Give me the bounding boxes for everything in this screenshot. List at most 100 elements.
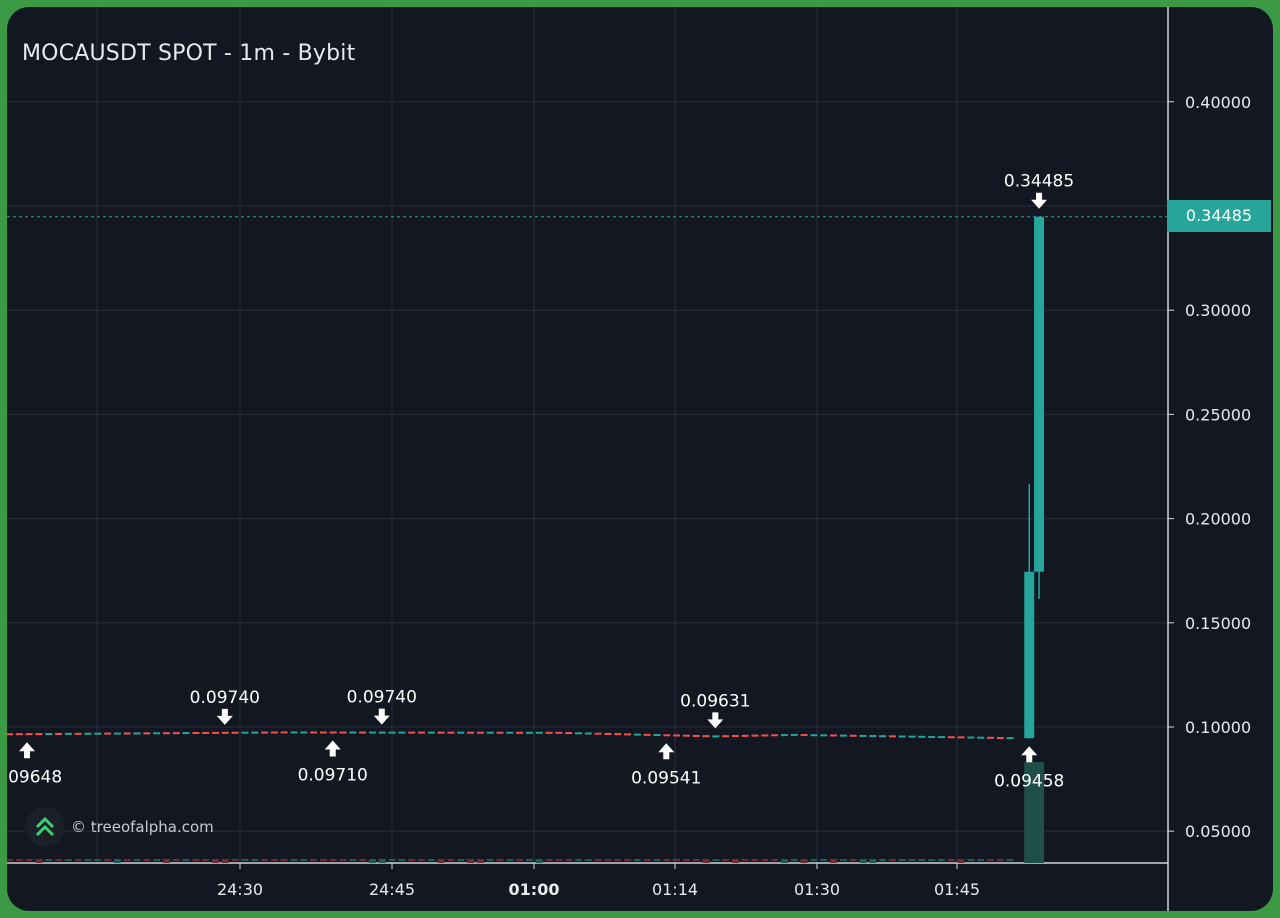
candle: [368, 731, 376, 734]
candle: [55, 732, 63, 735]
volume-bar: [486, 859, 494, 861]
candle: [780, 734, 788, 737]
candle: [555, 731, 563, 734]
candle: [418, 731, 426, 734]
volume-bar: [476, 859, 484, 863]
price-chart[interactable]: 0.400000.350000.300000.250000.200000.150…: [7, 7, 1273, 911]
volume-bar: [212, 859, 220, 863]
candle: [113, 732, 121, 735]
candle: [437, 731, 445, 734]
candle: [908, 735, 916, 738]
volume-bar: [25, 859, 33, 861]
volume-bar: [437, 859, 445, 863]
arrow-down-icon: [216, 708, 233, 725]
volume-bar: [94, 859, 102, 861]
candle: [741, 734, 749, 737]
candle: [771, 734, 779, 737]
candle: [182, 732, 190, 735]
candle: [378, 731, 386, 734]
candle: [947, 736, 955, 739]
candle: [604, 732, 612, 735]
candle: [300, 731, 308, 734]
volume-bar: [702, 859, 710, 863]
volume-bar: [987, 859, 994, 861]
candle: [565, 732, 573, 735]
y-tick-label: 0.25000: [1185, 405, 1251, 424]
volume-bar: [319, 859, 327, 861]
watermark: © treeofalpha.com: [25, 807, 214, 847]
candle: [64, 732, 72, 735]
candle: [888, 735, 896, 738]
volume-bar: [280, 859, 288, 861]
volume-bar: [996, 859, 1004, 861]
volume-bar: [516, 859, 524, 861]
candle: [898, 735, 906, 738]
volume-bar: [879, 859, 887, 861]
candle: [280, 731, 288, 734]
volume-bar: [869, 859, 877, 863]
volume-bar: [790, 859, 798, 861]
candle: [143, 732, 151, 735]
volume-bar: [584, 859, 592, 861]
candle: [408, 731, 416, 734]
volume-bar: [722, 859, 730, 861]
arrow-down-icon: [1031, 192, 1048, 209]
candle: [937, 736, 945, 739]
volume-bar: [712, 859, 720, 861]
volume-bar: [565, 859, 573, 861]
candle: [614, 733, 622, 736]
candle: [172, 732, 180, 735]
annotation-low-label: 0.09648: [7, 767, 62, 787]
volume-bar: [830, 859, 838, 863]
chart-frame: 0.400000.350000.300000.250000.200000.150…: [7, 7, 1273, 911]
candle: [830, 734, 838, 737]
volume-bar: [84, 859, 92, 861]
volume-bar: [673, 859, 681, 861]
y-tick-label: 0.05000: [1185, 822, 1251, 841]
volume-bar: [55, 859, 63, 861]
candle: [1024, 571, 1035, 739]
volume-bar: [839, 859, 847, 861]
volume-bar: [35, 859, 43, 863]
candle: [241, 731, 249, 734]
candle: [339, 731, 347, 734]
watermark-text: © treeofalpha.com: [71, 818, 214, 836]
candle: [702, 735, 710, 738]
candle: [202, 731, 210, 734]
volume-bar: [408, 859, 416, 861]
x-tick-label: 24:30: [217, 880, 263, 899]
volume-bar: [692, 859, 700, 861]
volume-bar: [104, 859, 112, 861]
x-tick-label: 24:45: [369, 880, 415, 899]
candle: [810, 734, 818, 737]
y-tick-label: 0.10000: [1185, 718, 1251, 737]
candle: [987, 736, 994, 739]
volume-bar: [506, 859, 514, 861]
x-tick-label: 01:45: [934, 880, 980, 899]
candle: [319, 731, 327, 734]
volume-bar: [574, 859, 582, 861]
volume-bar: [957, 859, 965, 863]
volume-bar: [780, 859, 788, 863]
volume-bar: [888, 859, 896, 861]
volume-bar: [192, 859, 200, 861]
volume-bar: [300, 859, 308, 861]
volume-bar: [731, 859, 739, 863]
volume-bar: [555, 859, 563, 861]
volume-bar: [202, 859, 210, 861]
candle: [1006, 737, 1014, 740]
volume-bar: [172, 859, 180, 861]
candle: [712, 735, 720, 738]
candle: [653, 734, 661, 737]
candle: [574, 732, 582, 735]
arrow-down-icon: [373, 708, 390, 725]
candle: [928, 735, 936, 738]
volume-bar: [310, 859, 318, 861]
volume-bar: [810, 859, 818, 861]
candle: [751, 734, 759, 737]
volume-bar: [133, 859, 141, 861]
volume-bar: [624, 859, 632, 861]
candle: [545, 731, 553, 734]
volume-bar: [457, 859, 465, 861]
candle: [349, 731, 357, 734]
